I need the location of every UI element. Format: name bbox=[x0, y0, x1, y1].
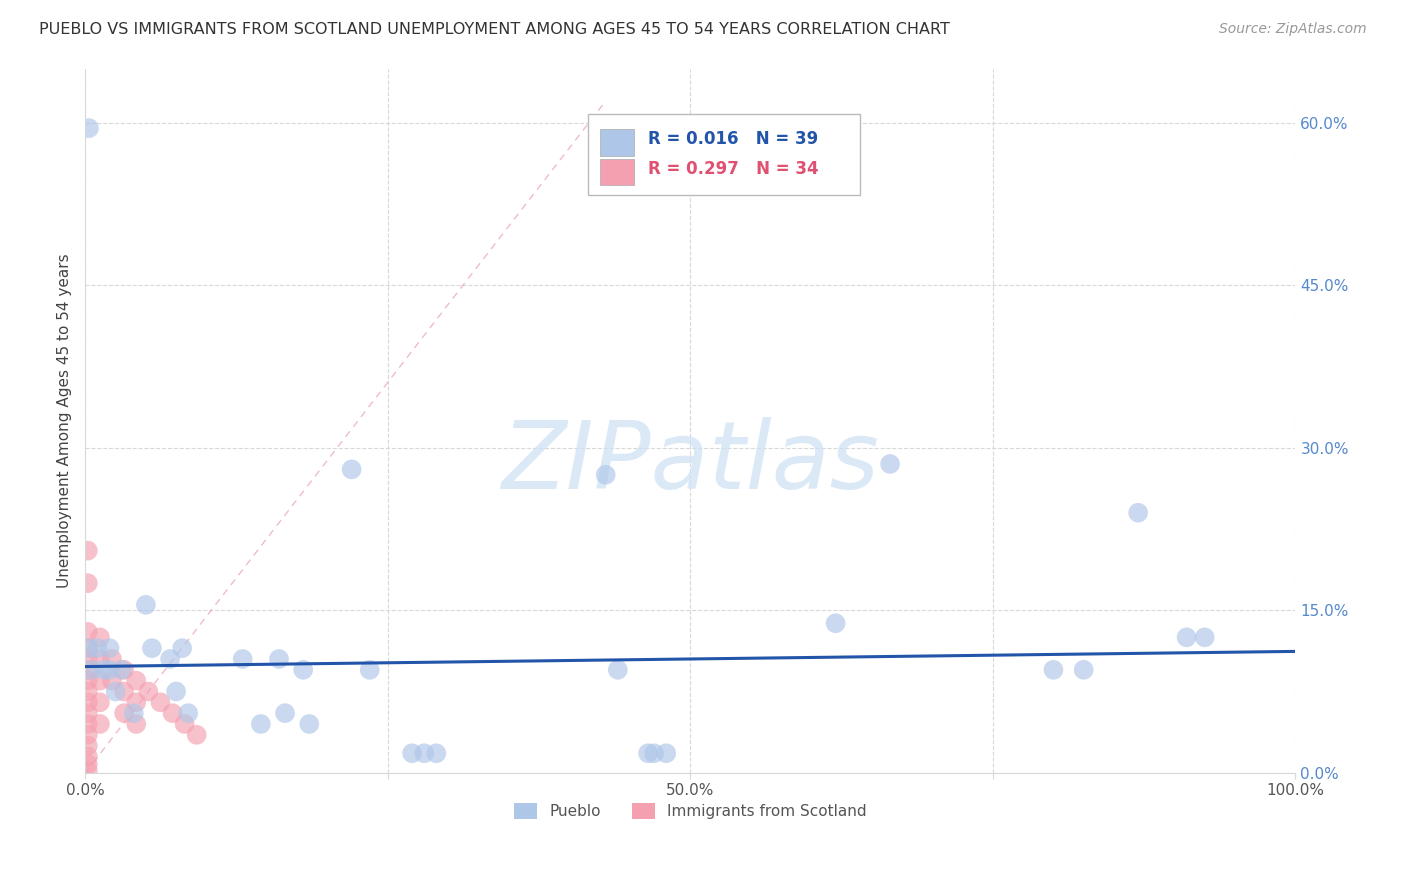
Point bbox=[425, 746, 447, 760]
FancyBboxPatch shape bbox=[588, 114, 860, 195]
Point bbox=[89, 652, 111, 666]
Point bbox=[1126, 506, 1149, 520]
Point bbox=[76, 663, 98, 677]
Point bbox=[89, 630, 111, 644]
Point bbox=[98, 663, 121, 677]
Point bbox=[1194, 630, 1216, 644]
Point bbox=[413, 746, 436, 760]
Point bbox=[112, 663, 135, 677]
Point bbox=[1042, 663, 1064, 677]
Point bbox=[76, 543, 98, 558]
Point bbox=[250, 717, 273, 731]
Point bbox=[104, 684, 127, 698]
Point bbox=[149, 695, 172, 709]
FancyBboxPatch shape bbox=[600, 129, 634, 156]
Point bbox=[76, 739, 98, 753]
Point bbox=[340, 462, 363, 476]
Point bbox=[76, 576, 98, 591]
Point bbox=[76, 764, 98, 778]
Point bbox=[111, 663, 134, 677]
Point bbox=[101, 652, 124, 666]
FancyBboxPatch shape bbox=[600, 159, 634, 186]
Text: PUEBLO VS IMMIGRANTS FROM SCOTLAND UNEMPLOYMENT AMONG AGES 45 TO 54 YEARS CORREL: PUEBLO VS IMMIGRANTS FROM SCOTLAND UNEMP… bbox=[39, 22, 950, 37]
Point bbox=[136, 684, 159, 698]
Point bbox=[76, 684, 98, 698]
Point bbox=[112, 706, 135, 720]
Point bbox=[172, 641, 194, 656]
Point bbox=[401, 746, 423, 760]
Point bbox=[76, 749, 98, 764]
Point bbox=[76, 717, 98, 731]
Point bbox=[879, 457, 901, 471]
Point bbox=[135, 598, 157, 612]
Point bbox=[112, 684, 135, 698]
Text: R = 0.297   N = 34: R = 0.297 N = 34 bbox=[648, 160, 818, 178]
Point bbox=[173, 717, 195, 731]
Point bbox=[76, 757, 98, 772]
Text: R = 0.016   N = 39: R = 0.016 N = 39 bbox=[648, 130, 818, 148]
Point bbox=[98, 641, 121, 656]
Point bbox=[232, 652, 254, 666]
Point bbox=[89, 673, 111, 688]
Point bbox=[655, 746, 678, 760]
Point bbox=[359, 663, 381, 677]
Text: Source: ZipAtlas.com: Source: ZipAtlas.com bbox=[1219, 22, 1367, 37]
Point bbox=[637, 746, 659, 760]
Point bbox=[77, 641, 100, 656]
Point bbox=[267, 652, 290, 666]
Point bbox=[80, 663, 103, 677]
Text: ZIPatlas: ZIPatlas bbox=[502, 417, 879, 508]
Point bbox=[177, 706, 200, 720]
Point bbox=[1073, 663, 1095, 677]
Point bbox=[122, 706, 145, 720]
Point bbox=[165, 684, 187, 698]
Point bbox=[76, 652, 98, 666]
Point bbox=[162, 706, 184, 720]
Point bbox=[125, 717, 148, 731]
Point bbox=[595, 467, 617, 482]
Point bbox=[292, 663, 315, 677]
Point bbox=[186, 728, 208, 742]
Point bbox=[125, 695, 148, 709]
Point bbox=[141, 641, 163, 656]
Point bbox=[76, 695, 98, 709]
Point bbox=[274, 706, 297, 720]
Point bbox=[643, 746, 665, 760]
Point bbox=[298, 717, 321, 731]
Point bbox=[86, 641, 108, 656]
Point bbox=[76, 641, 98, 656]
Point bbox=[89, 695, 111, 709]
Point bbox=[159, 652, 181, 666]
Point bbox=[1175, 630, 1198, 644]
Point bbox=[76, 728, 98, 742]
Point bbox=[125, 673, 148, 688]
Point bbox=[606, 663, 628, 677]
Point bbox=[76, 624, 98, 639]
Point bbox=[101, 673, 124, 688]
Legend: Pueblo, Immigrants from Scotland: Pueblo, Immigrants from Scotland bbox=[509, 797, 873, 825]
Point bbox=[76, 673, 98, 688]
Point bbox=[89, 717, 111, 731]
Y-axis label: Unemployment Among Ages 45 to 54 years: Unemployment Among Ages 45 to 54 years bbox=[58, 253, 72, 588]
Point bbox=[93, 663, 115, 677]
Point bbox=[77, 121, 100, 136]
Point bbox=[76, 706, 98, 720]
Point bbox=[824, 616, 846, 631]
